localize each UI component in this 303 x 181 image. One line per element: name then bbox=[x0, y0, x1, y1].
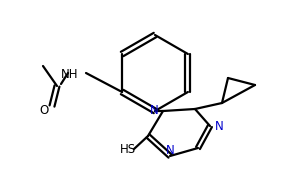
Text: N: N bbox=[150, 104, 159, 117]
Text: O: O bbox=[39, 104, 48, 117]
Text: N: N bbox=[166, 144, 174, 157]
Text: N: N bbox=[215, 119, 224, 132]
Text: HS: HS bbox=[120, 143, 136, 156]
Text: NH: NH bbox=[61, 68, 78, 81]
